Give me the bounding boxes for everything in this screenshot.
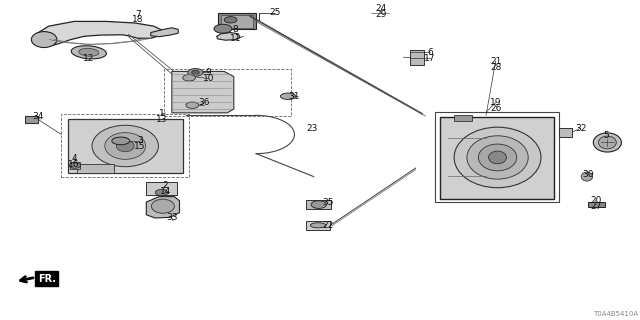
Text: 23: 23 (307, 124, 318, 133)
Text: 28: 28 (490, 63, 501, 72)
Text: 29: 29 (375, 10, 387, 19)
Polygon shape (172, 71, 234, 113)
Text: 5: 5 (604, 131, 609, 140)
Ellipse shape (116, 140, 134, 152)
Ellipse shape (182, 75, 195, 81)
Text: 21: 21 (490, 57, 501, 66)
Ellipse shape (191, 70, 199, 74)
Text: 35: 35 (322, 198, 333, 207)
Text: 10: 10 (202, 74, 214, 83)
Text: 3: 3 (137, 136, 143, 145)
Polygon shape (151, 28, 178, 37)
Text: 17: 17 (424, 54, 436, 63)
Text: 27: 27 (590, 202, 602, 211)
Bar (306, 220, 330, 230)
Text: 19: 19 (490, 98, 501, 107)
Text: 11: 11 (230, 35, 241, 44)
Text: 15: 15 (134, 142, 146, 151)
Text: 36: 36 (198, 98, 209, 107)
Text: 26: 26 (490, 104, 501, 113)
Ellipse shape (31, 32, 57, 48)
Bar (147, 182, 177, 195)
Ellipse shape (593, 133, 621, 152)
Ellipse shape (478, 144, 516, 171)
Bar (559, 127, 572, 137)
Ellipse shape (112, 137, 130, 145)
Bar (588, 202, 605, 207)
Bar (435, 112, 559, 202)
Ellipse shape (467, 136, 528, 179)
Text: 7: 7 (135, 10, 141, 19)
Text: 22: 22 (322, 221, 333, 230)
Ellipse shape (69, 163, 81, 168)
Text: 25: 25 (269, 8, 281, 17)
Polygon shape (147, 197, 179, 218)
Ellipse shape (280, 93, 296, 100)
Text: 13: 13 (156, 115, 168, 124)
Bar (77, 164, 115, 173)
Ellipse shape (188, 68, 203, 76)
Text: 18: 18 (132, 15, 144, 24)
Bar (454, 115, 472, 121)
Text: FR.: FR. (38, 274, 56, 284)
Text: 33: 33 (166, 213, 177, 222)
Ellipse shape (454, 127, 541, 188)
Text: 16: 16 (68, 160, 80, 169)
Text: 34: 34 (32, 112, 44, 121)
Text: 9: 9 (205, 68, 211, 77)
Text: 14: 14 (160, 187, 171, 196)
Text: T0A4B5410A: T0A4B5410A (593, 311, 638, 317)
Bar (25, 116, 38, 123)
Ellipse shape (224, 17, 237, 23)
Ellipse shape (92, 125, 159, 167)
Bar (164, 69, 291, 116)
Bar (221, 15, 253, 28)
Ellipse shape (488, 151, 506, 164)
Text: 1: 1 (159, 109, 164, 118)
Text: 31: 31 (289, 92, 300, 101)
Text: 8: 8 (233, 25, 239, 34)
Text: 24: 24 (375, 4, 387, 13)
Bar (440, 117, 554, 199)
Bar (410, 50, 424, 65)
Ellipse shape (214, 24, 232, 33)
Text: 6: 6 (427, 48, 433, 57)
Ellipse shape (310, 223, 326, 228)
Ellipse shape (152, 199, 174, 213)
Text: 4: 4 (71, 154, 77, 163)
Ellipse shape (598, 136, 616, 149)
Ellipse shape (311, 201, 326, 208)
Polygon shape (216, 33, 240, 40)
Ellipse shape (105, 132, 146, 159)
Bar (306, 200, 332, 209)
Bar (61, 115, 189, 177)
Ellipse shape (581, 172, 593, 181)
Text: 12: 12 (83, 53, 95, 62)
Ellipse shape (186, 102, 198, 108)
Text: 30: 30 (582, 170, 594, 179)
Ellipse shape (156, 189, 168, 196)
Text: 2: 2 (163, 181, 168, 190)
Ellipse shape (79, 48, 99, 56)
Polygon shape (36, 21, 164, 45)
Bar (70, 162, 80, 169)
Bar (68, 119, 182, 173)
Text: 20: 20 (590, 196, 602, 205)
Text: 32: 32 (575, 124, 586, 132)
Ellipse shape (71, 46, 106, 59)
Bar (218, 13, 256, 29)
